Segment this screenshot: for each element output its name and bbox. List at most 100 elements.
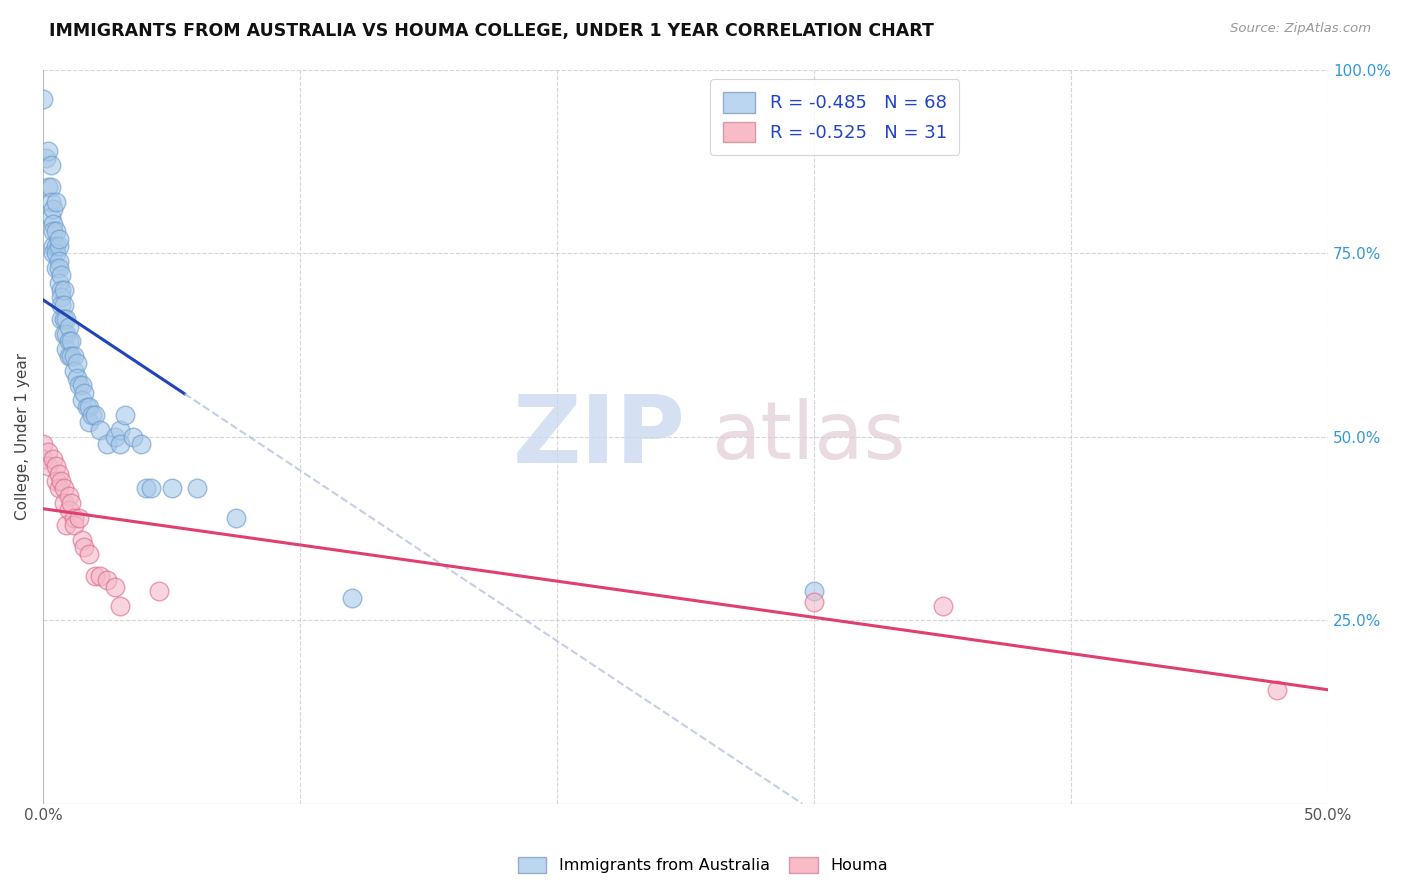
Point — [122, 430, 145, 444]
Point — [1265, 682, 1288, 697]
Point — [51, 474, 73, 488]
Point — [70, 378, 93, 392]
Point — [42, 451, 65, 466]
Y-axis label: College, Under 1 year: College, Under 1 year — [15, 353, 30, 520]
Point — [51, 298, 73, 312]
Point — [48, 276, 70, 290]
Point — [32, 451, 55, 466]
Point — [52, 312, 75, 326]
Point — [96, 573, 118, 587]
Point — [79, 415, 101, 429]
Point — [129, 437, 152, 451]
Point — [73, 385, 96, 400]
Point — [48, 239, 70, 253]
Text: Source: ZipAtlas.com: Source: ZipAtlas.com — [1230, 22, 1371, 36]
Point — [39, 210, 62, 224]
Point — [63, 510, 86, 524]
Point — [37, 444, 59, 458]
Text: ZIP: ZIP — [513, 391, 686, 483]
Point — [83, 408, 105, 422]
Point — [52, 481, 75, 495]
Point — [89, 423, 111, 437]
Point — [52, 496, 75, 510]
Point — [148, 583, 170, 598]
Text: IMMIGRANTS FROM AUSTRALIA VS HOUMA COLLEGE, UNDER 1 YEAR CORRELATION CHART: IMMIGRANTS FROM AUSTRALIA VS HOUMA COLLE… — [49, 22, 934, 40]
Point — [110, 423, 132, 437]
Point — [96, 437, 118, 451]
Point — [931, 599, 953, 613]
Point — [104, 580, 127, 594]
Point — [58, 489, 80, 503]
Point — [73, 540, 96, 554]
Point — [65, 371, 87, 385]
Point — [60, 334, 83, 349]
Point — [58, 319, 80, 334]
Point — [48, 467, 70, 481]
Point — [58, 334, 80, 349]
Point — [45, 195, 67, 210]
Point — [60, 496, 83, 510]
Point — [37, 144, 59, 158]
Point — [37, 459, 59, 474]
Point — [42, 239, 65, 253]
Point — [32, 92, 55, 106]
Point — [63, 349, 86, 363]
Point — [79, 401, 101, 415]
Point — [114, 408, 136, 422]
Point — [160, 481, 183, 495]
Point — [35, 151, 58, 165]
Point — [42, 217, 65, 231]
Point — [42, 202, 65, 217]
Point — [55, 312, 77, 326]
Point — [79, 547, 101, 561]
Point — [76, 401, 98, 415]
Point — [51, 283, 73, 297]
Point — [55, 342, 77, 356]
Point — [39, 158, 62, 172]
Point — [55, 327, 77, 342]
Point — [42, 246, 65, 260]
Point — [83, 569, 105, 583]
Point — [45, 474, 67, 488]
Point — [45, 459, 67, 474]
Point — [139, 481, 162, 495]
Point — [63, 517, 86, 532]
Point — [39, 180, 62, 194]
Point — [45, 246, 67, 260]
Point — [48, 481, 70, 495]
Point — [52, 283, 75, 297]
Point — [48, 253, 70, 268]
Point — [186, 481, 208, 495]
Point — [89, 569, 111, 583]
Point — [340, 591, 363, 606]
Point — [45, 224, 67, 238]
Point — [104, 430, 127, 444]
Point — [803, 583, 825, 598]
Legend: Immigrants from Australia, Houma: Immigrants from Australia, Houma — [512, 850, 894, 880]
Point — [135, 481, 157, 495]
Point — [70, 393, 93, 408]
Point — [67, 378, 90, 392]
Point — [48, 232, 70, 246]
Legend: R = -0.485   N = 68, R = -0.525   N = 31: R = -0.485 N = 68, R = -0.525 N = 31 — [710, 79, 959, 155]
Point — [65, 356, 87, 370]
Text: atlas: atlas — [711, 398, 905, 475]
Point — [37, 180, 59, 194]
Point — [32, 437, 55, 451]
Point — [39, 195, 62, 210]
Point — [45, 261, 67, 276]
Point — [48, 261, 70, 276]
Point — [51, 290, 73, 304]
Point — [803, 595, 825, 609]
Point — [110, 599, 132, 613]
Point — [110, 437, 132, 451]
Point — [67, 510, 90, 524]
Point — [80, 408, 103, 422]
Point — [52, 298, 75, 312]
Point — [45, 239, 67, 253]
Point — [70, 533, 93, 547]
Point — [51, 312, 73, 326]
Point — [51, 268, 73, 283]
Point — [58, 349, 80, 363]
Point — [63, 364, 86, 378]
